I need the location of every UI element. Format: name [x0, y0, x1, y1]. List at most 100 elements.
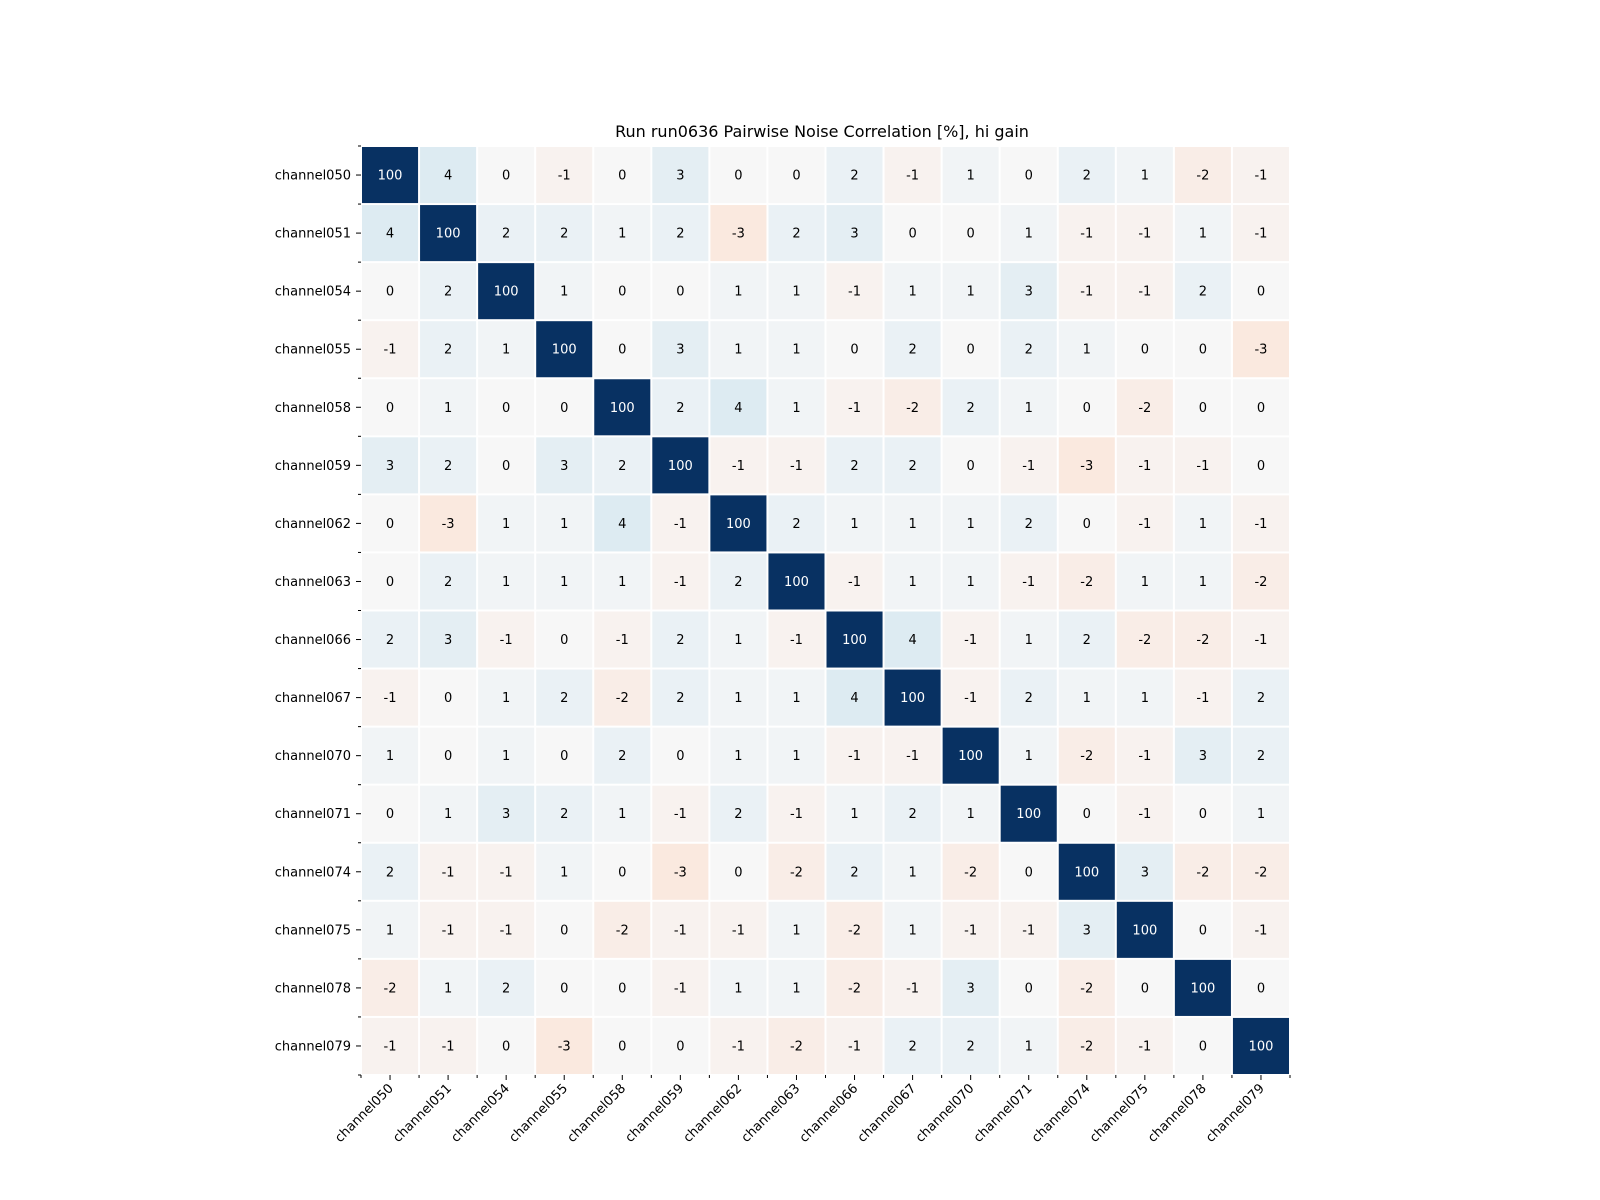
x-tick-label: channel075 [1087, 1081, 1152, 1146]
heatmap-cell-rect [536, 611, 593, 668]
heatmap-cell: -1 [420, 843, 477, 900]
heatmap-cell-rect [1116, 379, 1173, 436]
heatmap-cell-value: 3 [676, 169, 684, 184]
heatmap-cell: 0 [1116, 321, 1173, 378]
heatmap-cell: 1 [1174, 205, 1231, 262]
heatmap-cell-rect [1058, 959, 1115, 1016]
y-tick-label: channel058 [275, 401, 351, 416]
heatmap-cell-value: 1 [1083, 691, 1091, 706]
heatmap-cell: -1 [1000, 901, 1057, 958]
heatmap-cell-rect [1058, 263, 1115, 320]
heatmap-cell: 1 [768, 669, 825, 726]
heatmap-cell-rect [1174, 263, 1231, 320]
heatmap-cell-rect [536, 843, 593, 900]
heatmap-cell-value: 0 [1199, 807, 1207, 822]
heatmap-cell-rect [652, 437, 709, 494]
heatmap-cell-rect [594, 205, 651, 262]
heatmap-cell-value: 0 [1141, 981, 1149, 996]
heatmap-cell-rect [1174, 901, 1231, 958]
heatmap-cell: 2 [1000, 669, 1057, 726]
heatmap-cell-rect [420, 263, 477, 320]
heatmap-cell-value: -1 [1138, 517, 1151, 532]
heatmap-cell-rect [826, 263, 883, 320]
heatmap-cell-rect [826, 321, 883, 378]
heatmap-cell-value: -1 [848, 1039, 861, 1054]
heatmap-cell-value: 4 [734, 401, 742, 416]
heatmap-cell-rect [478, 147, 535, 204]
heatmap-cell-value: -2 [1138, 401, 1151, 416]
heatmap-cell-rect [420, 843, 477, 900]
heatmap-cell-rect [1232, 901, 1289, 958]
heatmap-cell-value: 1 [1257, 807, 1265, 822]
heatmap-cell: 0 [420, 727, 477, 784]
heatmap-cell: 100 [478, 263, 535, 320]
heatmap-cell: 2 [536, 785, 593, 842]
heatmap-cell-rect [362, 495, 419, 552]
heatmap-cell: 0 [1174, 901, 1231, 958]
heatmap-cell: 0 [594, 959, 651, 1016]
heatmap-cell-value: 1 [734, 343, 742, 358]
heatmap-cell-value: 2 [560, 691, 568, 706]
heatmap-cell-rect [536, 437, 593, 494]
heatmap-cell: 2 [884, 1017, 941, 1074]
heatmap-cell: -1 [1232, 147, 1289, 204]
x-tick-label: channel063 [739, 1081, 804, 1146]
heatmap-cell: 2 [768, 205, 825, 262]
heatmap-cell-value: 1 [560, 865, 568, 880]
heatmap-cell: 0 [1232, 379, 1289, 436]
heatmap-cell: 0 [478, 1017, 535, 1074]
heatmap-cell-value: 2 [502, 981, 510, 996]
heatmap-cell: -2 [1058, 1017, 1115, 1074]
heatmap-cell-rect [1058, 727, 1115, 784]
heatmap-cell-rect [884, 263, 941, 320]
heatmap-cell: 3 [1174, 727, 1231, 784]
heatmap-cell: -1 [594, 611, 651, 668]
heatmap-cell-value: 2 [1199, 285, 1207, 300]
y-tick-label: channel070 [275, 749, 351, 764]
heatmap-cell-rect [420, 1017, 477, 1074]
heatmap-cell-value: 1 [792, 749, 800, 764]
heatmap-cell-rect [1000, 727, 1057, 784]
heatmap-cell-value: -1 [1138, 227, 1151, 242]
heatmap-cell-value: 2 [1257, 749, 1265, 764]
heatmap-cell-rect [1232, 553, 1289, 610]
heatmap-cell: 3 [362, 437, 419, 494]
heatmap-cell-value: 0 [560, 401, 568, 416]
heatmap-cell-rect [826, 147, 883, 204]
heatmap-cell-rect [362, 437, 419, 494]
heatmap-cell: 0 [594, 843, 651, 900]
heatmap-cell-value: 1 [502, 691, 510, 706]
heatmap-cell-value: 2 [1025, 343, 1033, 358]
heatmap-cell-rect [1058, 1017, 1115, 1074]
heatmap-cell-value: -1 [848, 401, 861, 416]
heatmap-cell-value: 1 [618, 227, 626, 242]
heatmap-cell-rect [652, 901, 709, 958]
heatmap-cell-rect [1116, 553, 1173, 610]
heatmap-cell: 0 [884, 205, 941, 262]
heatmap-cell-rect [884, 495, 941, 552]
heatmap-cell-value: -1 [558, 169, 571, 184]
heatmap-cell-value: -2 [1080, 575, 1093, 590]
heatmap-cell: -1 [884, 147, 941, 204]
heatmap-cell: 2 [1000, 495, 1057, 552]
heatmap-cell: 1 [942, 263, 999, 320]
heatmap-cell: 100 [1000, 785, 1057, 842]
heatmap-cell: 2 [1232, 727, 1289, 784]
heatmap-cell-rect [1174, 785, 1231, 842]
heatmap-cell-value: 0 [1199, 923, 1207, 938]
heatmap-cell-value: 1 [1025, 749, 1033, 764]
heatmap-cell-value: 0 [618, 981, 626, 996]
heatmap-cell-rect [1174, 1017, 1231, 1074]
heatmap-cell: 2 [1000, 321, 1057, 378]
heatmap-cell-value: 2 [734, 807, 742, 822]
heatmap-cell-value: -1 [1254, 227, 1267, 242]
heatmap-cell-value: 3 [850, 227, 858, 242]
heatmap-cell: 2 [826, 147, 883, 204]
heatmap-cell: -2 [362, 959, 419, 1016]
heatmap-cell: -2 [942, 843, 999, 900]
heatmap-cell-rect [826, 495, 883, 552]
heatmap-cell: 2 [884, 437, 941, 494]
heatmap-cell: 2 [826, 437, 883, 494]
heatmap-cell-value: -1 [1138, 285, 1151, 300]
heatmap-cell-rect [1000, 437, 1057, 494]
